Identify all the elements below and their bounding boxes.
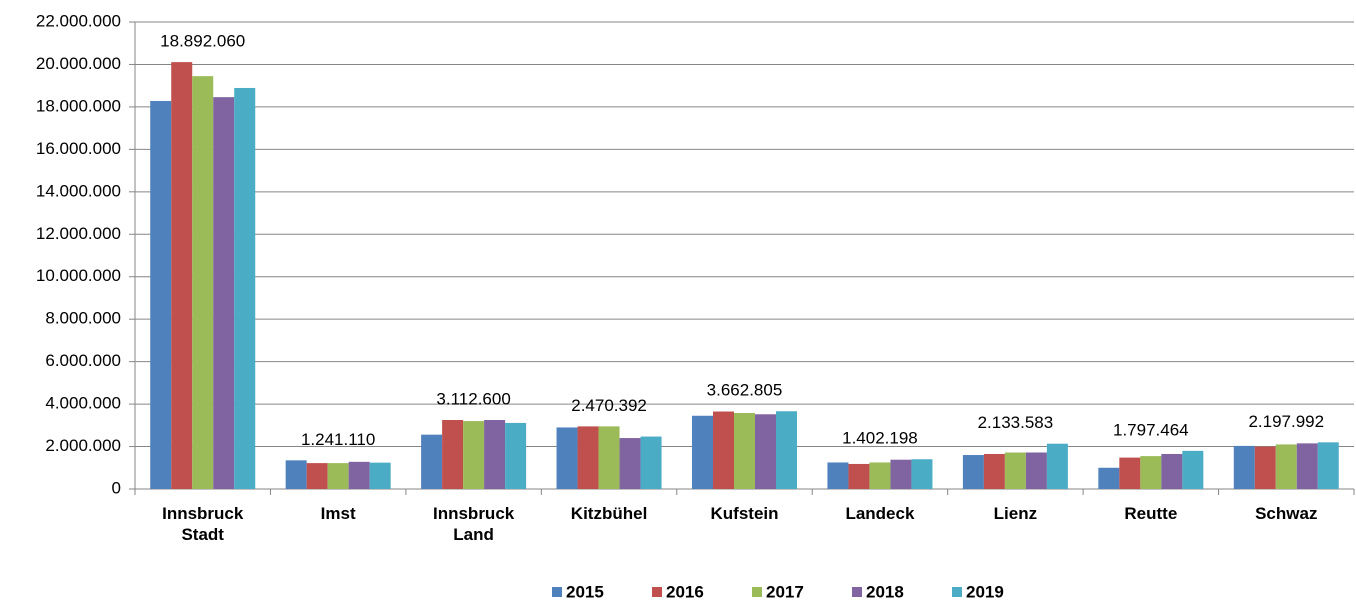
y-tick-label: 0: [112, 478, 121, 497]
x-tick-label: Lienz: [994, 504, 1037, 523]
bar: [556, 427, 578, 489]
legend-swatch: [752, 587, 762, 597]
bar: [734, 413, 755, 489]
y-tick-label: 16.000.000: [36, 139, 121, 158]
value-label: 3.112.600: [436, 389, 510, 408]
bar: [1098, 467, 1120, 489]
y-tick-label: 22.000.000: [36, 11, 121, 30]
y-tick-label: 12.000.000: [36, 224, 121, 243]
y-tick-label: 6.000.000: [45, 351, 121, 370]
bar: [1046, 443, 1068, 489]
bar: [1119, 457, 1141, 489]
bar: [348, 461, 370, 489]
y-tick-label: 8.000.000: [45, 309, 121, 328]
bar: [213, 97, 235, 490]
x-tick-label: Reutte: [1124, 504, 1177, 523]
x-tick-label: Innsbruck Stadt: [162, 504, 244, 544]
y-tick-label: 4.000.000: [45, 394, 121, 413]
bar: [442, 420, 464, 489]
y-tick-label: 20.000.000: [36, 54, 121, 73]
x-tick-label: Kufstein: [711, 504, 779, 523]
legend-swatch: [852, 587, 862, 597]
legend-label: 2016: [666, 582, 704, 601]
value-label: 1.797.464: [1113, 420, 1189, 439]
x-tick-label: Kitzbühel: [571, 504, 648, 523]
legend-label: 2018: [866, 582, 904, 601]
bar: [192, 76, 214, 489]
bar: [1296, 443, 1318, 489]
bar: [505, 422, 527, 489]
value-label: 1.402.198: [842, 429, 918, 448]
bar: [484, 420, 506, 489]
bar: [1317, 442, 1339, 489]
bar: [1182, 450, 1204, 489]
bar: [463, 421, 485, 489]
bar: [1254, 446, 1276, 489]
legend-swatch: [952, 587, 962, 597]
y-tick-label: 10.000.000: [36, 266, 121, 285]
bar: [869, 462, 891, 489]
legend-label: 2015: [566, 582, 604, 601]
bar: [598, 426, 620, 489]
bar: [577, 426, 599, 489]
bar: [171, 62, 193, 490]
legend-label: 2017: [766, 582, 804, 601]
bar: [890, 459, 912, 489]
value-label: 18.892.060: [160, 32, 245, 51]
value-label: 1.241.110: [301, 430, 375, 449]
bar: [1161, 453, 1183, 489]
value-label: 2.470.392: [571, 396, 647, 415]
bar: [1140, 456, 1162, 489]
bar: [1004, 452, 1026, 489]
x-tick-label: Schwaz: [1255, 504, 1317, 523]
bar: [776, 411, 797, 489]
legend-swatch: [652, 587, 662, 597]
y-tick-label: 18.000.000: [36, 96, 121, 115]
bar: [713, 411, 734, 489]
legend-swatch: [552, 587, 562, 597]
bar: [619, 438, 641, 489]
value-label: 3.662.805: [707, 381, 783, 400]
bar: [150, 100, 172, 489]
bar: [1025, 452, 1047, 489]
bar: [983, 453, 1005, 489]
value-label: 2.133.583: [978, 413, 1054, 432]
bar: [848, 463, 870, 489]
bar: [421, 434, 443, 489]
bar: [911, 459, 933, 489]
bar: [962, 455, 984, 489]
bar: [306, 463, 328, 489]
bar: [327, 463, 349, 489]
legend-label: 2019: [966, 582, 1004, 601]
bar: [827, 462, 849, 489]
value-label: 2.197.992: [1248, 412, 1324, 431]
bar: [369, 462, 391, 489]
y-tick-label: 14.000.000: [36, 181, 121, 200]
bar: [755, 414, 776, 489]
bar: [1233, 445, 1255, 489]
bar: [285, 460, 307, 489]
bar: [692, 415, 713, 489]
y-tick-label: 2.000.000: [45, 436, 121, 455]
x-tick-label: Imst: [321, 504, 356, 523]
bar: [234, 87, 256, 490]
bar: [1275, 444, 1297, 489]
bar: [640, 436, 662, 489]
x-tick-label: Innsbruck Land: [433, 504, 515, 544]
x-tick-label: Landeck: [845, 504, 915, 523]
